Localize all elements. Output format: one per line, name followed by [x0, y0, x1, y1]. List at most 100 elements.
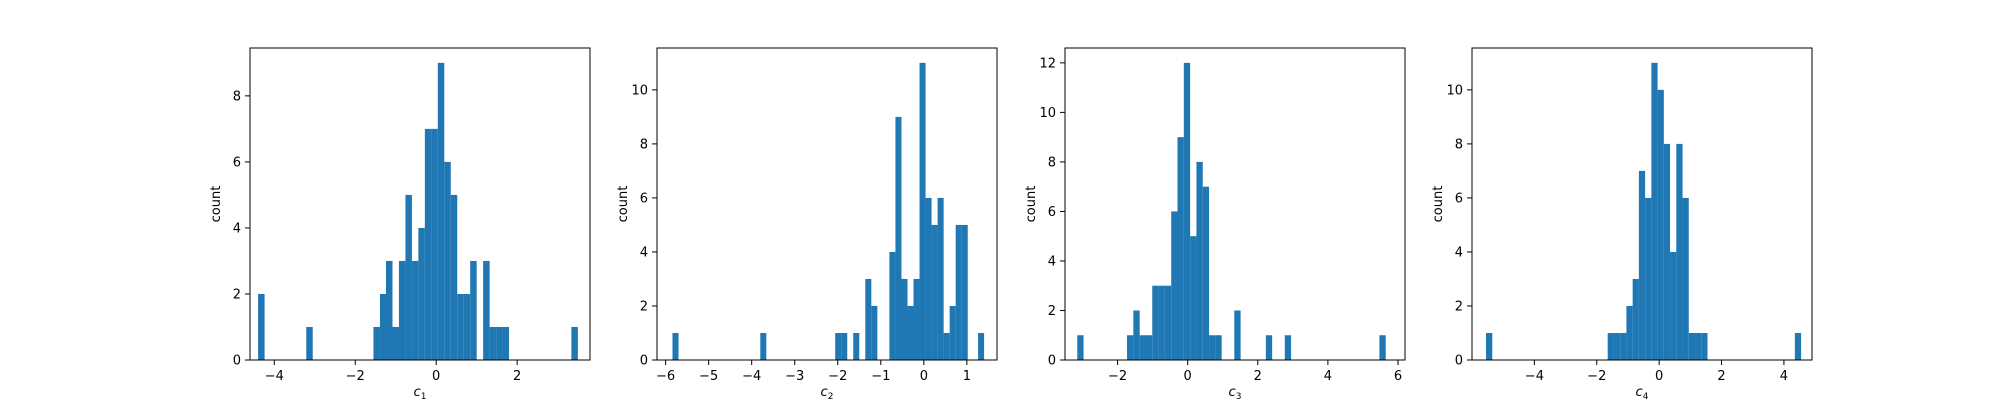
- histogram-bar: [411, 260, 419, 360]
- x-tick-label: 2: [1254, 369, 1262, 384]
- y-tick-label: 4: [640, 245, 648, 260]
- histogram-bar: [1663, 143, 1671, 360]
- y-tick-label: 8: [1048, 155, 1056, 170]
- x-tick-label: −2: [1108, 369, 1127, 384]
- histogram-bar: [937, 197, 944, 360]
- histogram-bar: [444, 161, 451, 360]
- axes-frame: [1064, 47, 1406, 361]
- y-tick-label: 4: [1455, 245, 1463, 260]
- x-tick-label: −2: [1587, 369, 1606, 384]
- histogram-bar: [1632, 278, 1639, 360]
- x-tick-label: −2: [346, 369, 365, 384]
- histogram-bar: [1164, 285, 1172, 360]
- x-tick-label: 0: [1184, 369, 1192, 384]
- histogram-bar: [1127, 335, 1134, 360]
- histogram-bar: [379, 293, 386, 360]
- histogram-bar: [1626, 305, 1633, 360]
- histogram-bar: [1670, 251, 1677, 360]
- x-tick-label: −4: [1525, 369, 1544, 384]
- histogram-bar: [901, 278, 908, 360]
- histogram-bar: [871, 305, 878, 360]
- x-tick-label: −4: [265, 369, 284, 384]
- histogram-bar: [258, 293, 265, 360]
- histogram-bar: [943, 332, 950, 360]
- histogram-bar: [1620, 332, 1627, 360]
- histogram-bar: [483, 260, 490, 360]
- y-tick-label: 0: [640, 354, 648, 369]
- y-tick-label: 12: [1039, 56, 1056, 71]
- histogram-bar: [431, 128, 438, 360]
- x-tick-label: −3: [785, 369, 804, 384]
- y-tick-label: 2: [233, 287, 241, 302]
- histogram-bar: [1234, 310, 1241, 360]
- histogram-bar: [1701, 332, 1708, 360]
- histogram-bar: [955, 224, 962, 360]
- histogram-bar: [1077, 335, 1084, 360]
- x-tick-label: 2: [1717, 369, 1725, 384]
- y-tick-label: 4: [1048, 254, 1056, 269]
- y-axis-label: count: [616, 186, 631, 223]
- histogram-bar: [913, 278, 920, 360]
- y-tick-label: 8: [640, 137, 648, 152]
- histogram-bar: [907, 305, 914, 360]
- histogram-bar: [1177, 137, 1184, 360]
- histogram-bar: [853, 332, 860, 360]
- histogram-bar: [571, 326, 578, 360]
- histogram-bar: [949, 305, 956, 360]
- y-tick-label: 6: [233, 155, 241, 170]
- axes-frame: [656, 47, 998, 361]
- histogram-bar: [1202, 186, 1210, 360]
- histogram-bar: [1486, 332, 1493, 360]
- histogram-bar: [489, 326, 497, 360]
- histogram-bar: [1695, 332, 1702, 360]
- histogram-bar: [1209, 335, 1216, 360]
- histogram-bar: [1688, 332, 1696, 360]
- y-tick-label: 10: [631, 83, 648, 98]
- histogram-bar: [1638, 170, 1646, 360]
- y-tick-label: 8: [233, 89, 241, 104]
- histogram-bar: [931, 224, 938, 360]
- histogram-bar: [418, 227, 425, 360]
- axes-frame: [1471, 47, 1813, 361]
- x-tick-label: 4: [1324, 369, 1332, 384]
- y-tick-label: 2: [1048, 304, 1056, 319]
- histogram-bar: [835, 332, 842, 360]
- histogram-bar: [925, 197, 932, 360]
- histogram-bar: [373, 326, 380, 360]
- chart-panel-1: −4 −2 0 2 0 2 4 6 8 c1 count: [209, 47, 591, 400]
- histogram-bar: [1379, 335, 1386, 360]
- histogram-bar: [841, 332, 848, 360]
- histogram-bar: [961, 224, 968, 360]
- histogram-bar: [1284, 335, 1292, 360]
- histogram-bar: [919, 62, 926, 361]
- histogram-bar: [450, 194, 458, 360]
- x-axis-label: c2: [821, 385, 834, 400]
- x-tick-label: 4: [1780, 369, 1788, 384]
- y-tick-label: 6: [640, 191, 648, 206]
- chart-panel-3: −2 0 2 4 6 0 2 4 6 8 10 12 c3 count: [1024, 47, 1406, 400]
- y-tick-label: 2: [640, 299, 648, 314]
- histogram-bar: [1613, 332, 1621, 360]
- histogram-bar: [1645, 197, 1652, 360]
- histogram-bar: [889, 251, 896, 360]
- chart-panel-4: −4 −2 0 2 4 0 2 4 6 8 10 c4 count: [1431, 47, 1813, 400]
- histogram-bar: [895, 116, 902, 360]
- histogram-bar: [392, 326, 399, 360]
- histogram-bar: [1682, 197, 1689, 360]
- histogram-bar: [502, 326, 510, 360]
- histogram-bar: [457, 293, 464, 360]
- histogram-bar: [760, 332, 767, 360]
- axes-frame: [249, 47, 591, 361]
- histogram-bar: [672, 332, 679, 360]
- histogram-bar: [1657, 89, 1664, 361]
- histogram-bar: [1607, 332, 1614, 360]
- histogram-bar: [1651, 62, 1658, 361]
- y-axis-label: count: [1431, 186, 1446, 223]
- y-tick-label: 6: [1048, 205, 1056, 220]
- y-tick-label: 8: [1455, 137, 1463, 152]
- y-tick-label: 4: [233, 221, 241, 236]
- histogram-bar: [1139, 335, 1146, 360]
- x-tick-label: 6: [1394, 369, 1402, 384]
